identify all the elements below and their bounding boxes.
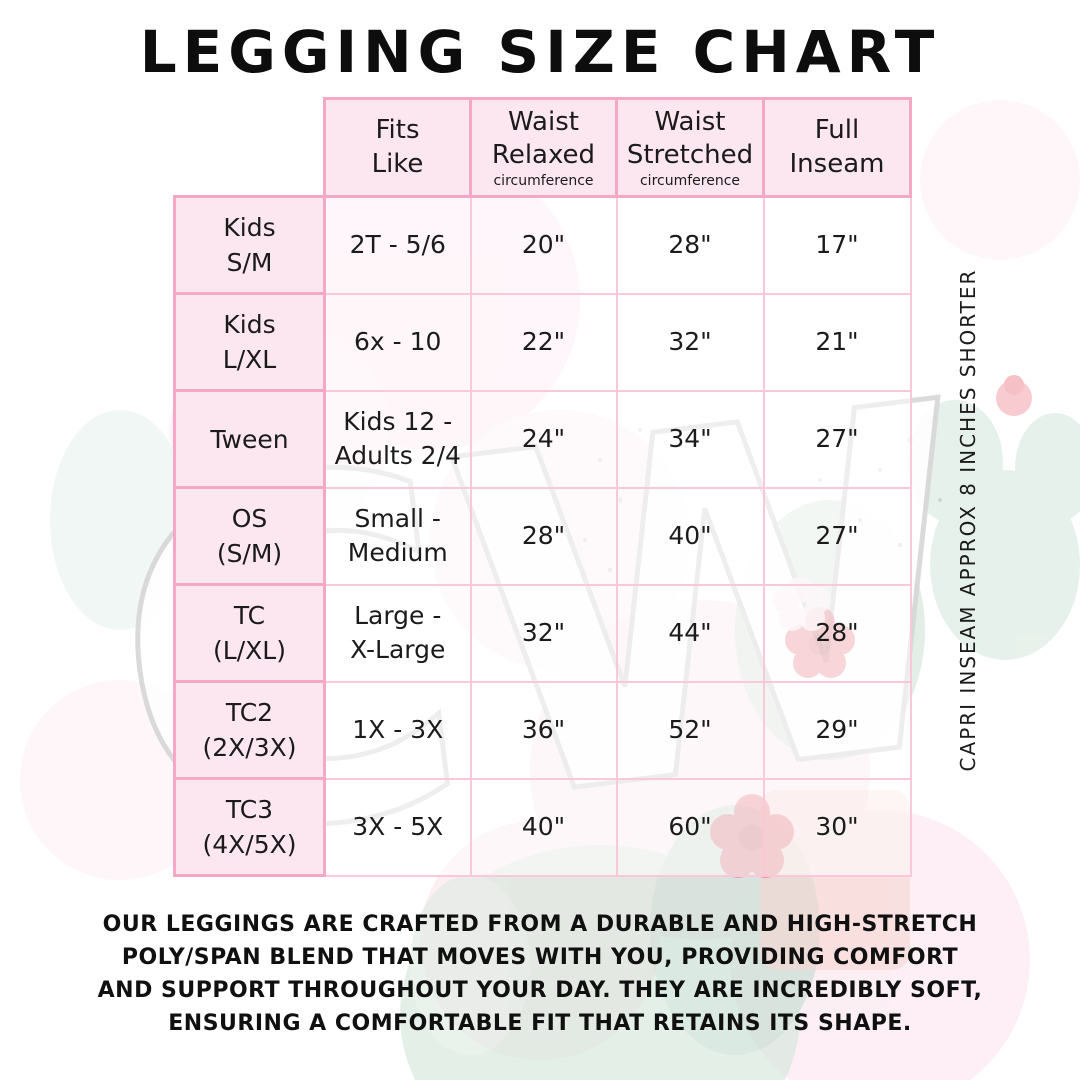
waist-relaxed-cell: 36" bbox=[469, 680, 618, 780]
fits-like-cell: 6x - 10 bbox=[323, 292, 472, 392]
row-label: Kids L/XL bbox=[173, 292, 326, 392]
waist-relaxed-cell: 24" bbox=[469, 389, 618, 489]
column-header-fits-like: Fits Like bbox=[323, 97, 472, 198]
table-row-tween: Tween Kids 12 - Adults 2/4 24" 34" 27" bbox=[173, 389, 912, 489]
fits-like-cell: Kids 12 - Adults 2/4 bbox=[323, 389, 472, 489]
full-inseam-cell: 21" bbox=[762, 292, 912, 392]
fits-like-cell: Small - Medium bbox=[323, 486, 472, 586]
waist-stretched-cell: 44" bbox=[615, 583, 765, 683]
fits-like-cell: 2T - 5/6 bbox=[323, 195, 472, 295]
table-row-kids-sm: Kids S/M 2T - 5/6 20" 28" 17" bbox=[173, 195, 912, 295]
column-header-label: Waist Stretched bbox=[626, 106, 754, 171]
waist-stretched-cell: 52" bbox=[615, 680, 765, 780]
full-inseam-cell: 29" bbox=[762, 680, 912, 780]
header-row: Fits Like Waist Relaxed circumference Wa… bbox=[175, 97, 912, 198]
product-description: OUR LEGGINGS ARE CRAFTED FROM A DURABLE … bbox=[97, 912, 983, 1036]
waist-relaxed-cell: 40" bbox=[469, 777, 618, 877]
row-label: Kids S/M bbox=[173, 195, 326, 295]
waist-relaxed-cell: 20" bbox=[469, 195, 618, 295]
column-header-label: Full Inseam bbox=[789, 114, 885, 179]
waist-stretched-cell: 40" bbox=[615, 486, 765, 586]
row-label: TC2 (2X/3X) bbox=[173, 680, 326, 780]
column-header-sub: circumference bbox=[639, 173, 741, 190]
table-row-kids-lxl: Kids L/XL 6x - 10 22" 32" 21" bbox=[173, 292, 912, 392]
waist-relaxed-cell: 28" bbox=[469, 486, 618, 586]
full-inseam-cell: 28" bbox=[762, 583, 912, 683]
cactus-watermark bbox=[50, 400, 1080, 1080]
corner-spacer bbox=[175, 99, 325, 197]
full-inseam-cell: 17" bbox=[762, 195, 912, 295]
full-inseam-cell: 27" bbox=[762, 389, 912, 489]
column-header-waist-relaxed: Waist Relaxed circumference bbox=[469, 97, 618, 198]
row-label: TC3 (4X/5X) bbox=[173, 777, 326, 877]
row-label: Tween bbox=[173, 389, 326, 489]
table-row-tc: TC (L/XL) Large - X-Large 32" 44" 28" bbox=[173, 583, 912, 683]
fits-like-cell: 1X - 3X bbox=[323, 680, 472, 780]
table-row-os: OS (S/M) Small - Medium 28" 40" 27" bbox=[173, 486, 912, 586]
capri-inseam-note: CAPRI INSEAM APPROX 8 INCHES SHORTER bbox=[956, 268, 980, 772]
waist-relaxed-cell: 22" bbox=[469, 292, 618, 392]
page-title: LEGGING SIZE CHART bbox=[139, 18, 941, 86]
waist-stretched-cell: 60" bbox=[615, 777, 765, 877]
column-header-waist-stretched: Waist Stretched circumference bbox=[615, 97, 765, 198]
table-row-tc3: TC3 (4X/5X) 3X - 5X 40" 60" 30" bbox=[173, 777, 912, 877]
waist-stretched-cell: 28" bbox=[615, 195, 765, 295]
full-inseam-cell: 30" bbox=[762, 777, 912, 877]
waist-relaxed-cell: 32" bbox=[469, 583, 618, 683]
column-header-full-inseam: Full Inseam bbox=[762, 97, 912, 198]
waist-stretched-cell: 32" bbox=[615, 292, 765, 392]
row-label: OS (S/M) bbox=[173, 486, 326, 586]
column-header-label: Waist Relaxed bbox=[491, 106, 596, 171]
column-header-sub: circumference bbox=[493, 173, 594, 190]
fits-like-cell: Large - X-Large bbox=[323, 583, 472, 683]
row-label: TC (L/XL) bbox=[173, 583, 326, 683]
full-inseam-cell: 27" bbox=[762, 486, 912, 586]
column-header-label: Fits Like bbox=[371, 114, 424, 179]
fits-like-cell: 3X - 5X bbox=[323, 777, 472, 877]
size-chart-table: Fits Like Waist Relaxed circumference Wa… bbox=[173, 97, 912, 877]
table-row-tc2: TC2 (2X/3X) 1X - 3X 36" 52" 29" bbox=[173, 680, 912, 780]
waist-stretched-cell: 34" bbox=[615, 389, 765, 489]
